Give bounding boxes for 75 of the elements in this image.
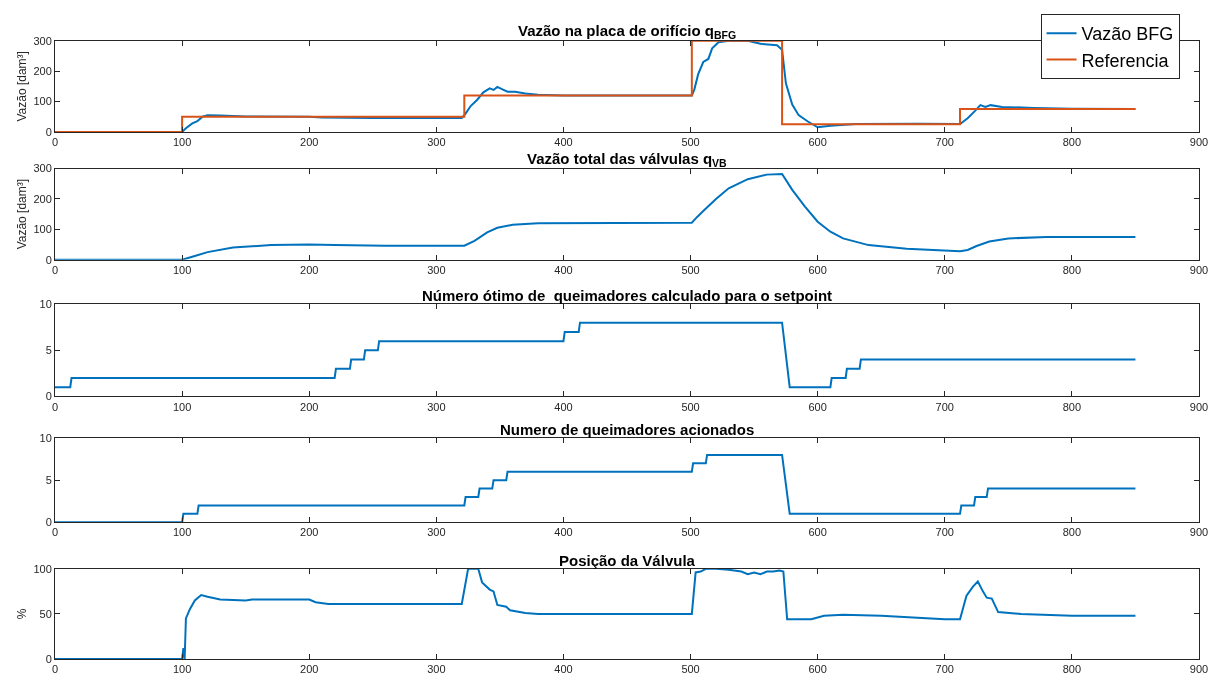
- x-tick-label: 700: [935, 663, 954, 676]
- x-tick-label: 300: [427, 136, 446, 149]
- chart-title: Numero de queimadores acionados: [500, 421, 755, 438]
- y-tick-label: 5: [45, 344, 52, 357]
- x-tick-label: 800: [1062, 136, 1082, 149]
- y-tick-label: 0: [45, 652, 52, 665]
- x-tick-label: 900: [1189, 663, 1209, 676]
- line-series: [55, 568, 1137, 659]
- y-tick-label: 0: [45, 390, 52, 403]
- x-tick-label: 500: [681, 526, 700, 539]
- chart-title: Número ótimo de queimadores calculado para o setpoint: [422, 287, 833, 304]
- y-tick-label: 200: [33, 192, 52, 205]
- x-tick-label: 600: [808, 526, 827, 539]
- y-tick-label: 300: [33, 34, 52, 47]
- x-tick-label: 600: [808, 263, 827, 276]
- legend-label: Referencia: [1081, 50, 1170, 71]
- y-axis-title: Vazão [dam³]: [14, 178, 29, 250]
- y-tick-label: 200: [33, 64, 52, 77]
- line-series: [55, 321, 1137, 389]
- y-tick-label: 0: [45, 253, 52, 266]
- y-tick-label: 100: [33, 223, 52, 236]
- x-tick-label: 700: [935, 136, 954, 149]
- y-axis-title: %: [14, 608, 29, 620]
- y-tick-label: 100: [33, 562, 52, 575]
- chart-title: Posição da Válvula: [559, 552, 696, 569]
- x-tick-label: 900: [1189, 263, 1209, 276]
- x-tick-label: 200: [300, 136, 319, 149]
- y-tick-label: 0: [45, 516, 52, 529]
- x-tick-label: 700: [935, 526, 954, 539]
- x-tick-label: 400: [554, 400, 573, 413]
- x-tick-label: 700: [935, 263, 954, 276]
- x-tick-label: 300: [427, 263, 446, 276]
- chart-title: Vazão total das válvulas q$_{VB}$: [527, 150, 728, 170]
- x-tick-label: 200: [300, 526, 319, 539]
- x-tick-label: 500: [681, 263, 700, 276]
- x-tick-label: 600: [808, 400, 827, 413]
- x-tick-label: 100: [172, 136, 192, 149]
- y-tick-label: 100: [33, 95, 52, 108]
- x-tick-label: 100: [172, 663, 192, 676]
- x-tick-label: 900: [1189, 526, 1209, 539]
- x-tick-label: 200: [300, 663, 319, 676]
- y-tick-label: 10: [39, 431, 52, 444]
- y-tick-label: 10: [39, 298, 52, 311]
- x-tick-label: 600: [808, 663, 827, 676]
- x-tick-label: 300: [427, 663, 446, 676]
- line-series: [55, 453, 1137, 523]
- x-tick-label: 100: [172, 263, 192, 276]
- x-tick-label: 600: [808, 136, 827, 149]
- x-tick-label: 800: [1062, 400, 1082, 413]
- x-tick-label: 900: [1189, 400, 1209, 413]
- y-tick-label: 50: [39, 607, 52, 620]
- x-tick-label: 400: [554, 263, 573, 276]
- y-tick-label: 0: [45, 125, 52, 138]
- x-tick-label: 500: [681, 663, 700, 676]
- x-tick-label: 500: [681, 400, 700, 413]
- x-tick-label: 200: [300, 263, 319, 276]
- y-axis-title: Vazão [dam³]: [14, 51, 29, 122]
- x-tick-label: 700: [935, 400, 954, 413]
- x-tick-label: 800: [1062, 263, 1082, 276]
- x-tick-label: 100: [172, 526, 192, 539]
- x-tick-label: 800: [1062, 663, 1082, 676]
- y-tick-label: 300: [33, 162, 52, 175]
- x-tick-label: 500: [681, 136, 700, 149]
- x-tick-label: 200: [300, 400, 319, 413]
- x-tick-label: 400: [554, 526, 573, 539]
- y-tick-label: 5: [45, 474, 52, 487]
- x-tick-label: 800: [1062, 526, 1082, 539]
- x-tick-label: 300: [427, 526, 446, 539]
- x-tick-label: 900: [1189, 136, 1209, 149]
- x-tick-label: 300: [427, 400, 446, 413]
- x-tick-label: 400: [554, 136, 573, 149]
- x-tick-label: 100: [172, 400, 192, 413]
- chart-title: Vazão na placa de orifício q$_{BFG}$: [518, 22, 737, 42]
- legend-label: Vazão BFG: [1081, 24, 1174, 45]
- x-tick-label: 400: [554, 663, 573, 676]
